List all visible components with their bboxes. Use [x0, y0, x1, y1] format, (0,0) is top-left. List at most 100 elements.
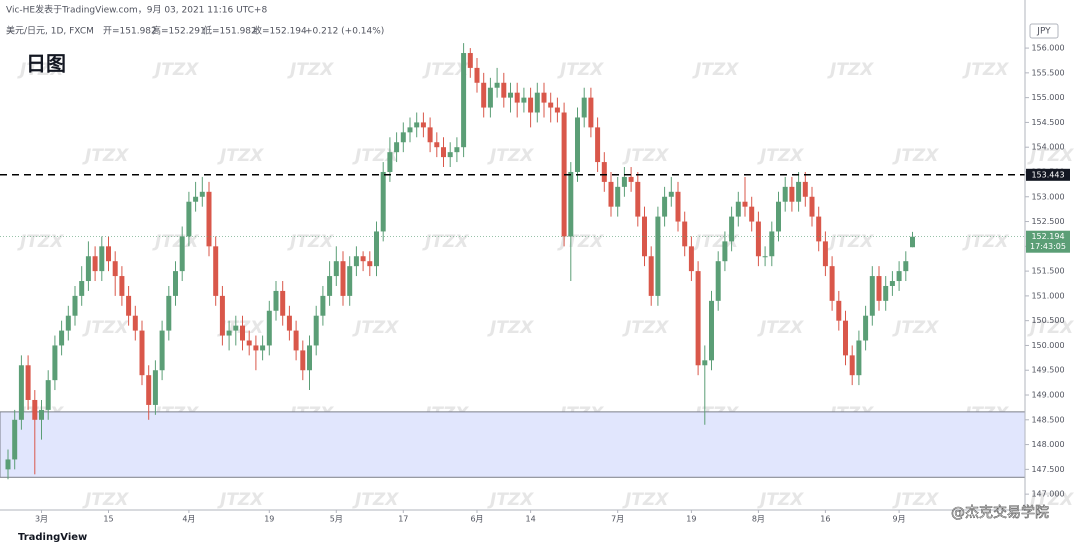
- candle-body: [876, 276, 882, 301]
- candle-body: [360, 256, 366, 262]
- watermark: JTZX: [827, 232, 874, 252]
- candle-body: [608, 181, 614, 207]
- watermark: JTZX: [487, 490, 534, 510]
- candle-body: [883, 285, 889, 301]
- watermark: JTZX: [692, 60, 739, 80]
- legend-value: 开=151.982: [103, 26, 157, 37]
- candle-body: [193, 196, 199, 202]
- candle-body: [755, 221, 761, 257]
- candle-body: [266, 310, 272, 346]
- candle-body: [85, 256, 91, 282]
- candle-body: [387, 152, 393, 172]
- candle-body: [454, 147, 460, 153]
- candle-body: [340, 261, 346, 296]
- candle-body: [782, 186, 788, 202]
- candle-body: [575, 117, 580, 172]
- candle-body: [769, 231, 775, 257]
- candle-body: [173, 271, 178, 296]
- candle-body: [367, 261, 373, 267]
- y-tick-label: 148.000: [1031, 440, 1064, 449]
- watermark: JTZX: [82, 146, 129, 166]
- watermark: JTZX: [757, 146, 804, 166]
- legend-value: 低=151.982: [203, 25, 257, 37]
- candle-body: [581, 97, 587, 118]
- watermark: JTZX: [287, 232, 334, 252]
- candle-body: [380, 171, 386, 232]
- candle-body: [12, 419, 18, 460]
- watermark: JTZX: [692, 232, 739, 252]
- candle-body: [447, 152, 453, 158]
- y-tick-label: 156.000: [1031, 44, 1064, 53]
- candle-body: [869, 276, 875, 316]
- candle-body: [72, 295, 78, 316]
- candle-body: [400, 132, 406, 143]
- y-tick-label: 151.500: [1031, 267, 1064, 276]
- candle-body: [132, 315, 138, 331]
- y-tick-label: 155.000: [1031, 93, 1064, 102]
- candle-body: [601, 162, 607, 182]
- watermark: JTZX: [757, 318, 804, 338]
- header: Vic-HE发表于TradingView.com，9月 03, 2021 11:…: [6, 4, 267, 16]
- candle-body: [146, 375, 152, 405]
- candle-body: [863, 315, 869, 341]
- candle-body: [528, 97, 534, 113]
- watermark: JTZX: [892, 490, 939, 510]
- candle-body: [682, 221, 688, 247]
- candle-body: [487, 87, 493, 108]
- y-tick-label: 153.000: [1031, 192, 1064, 201]
- chart-title: 日图: [26, 52, 66, 76]
- x-tick-label: 19: [264, 515, 274, 524]
- watermark: JTZX: [82, 318, 129, 338]
- candle-body: [709, 300, 714, 361]
- candle-body: [213, 246, 219, 296]
- candle-body: [836, 300, 842, 321]
- candle-body: [642, 216, 647, 257]
- candle-body: [541, 92, 547, 103]
- candle-body: [353, 256, 359, 267]
- logo: TradingView: [18, 532, 87, 543]
- candle-body: [474, 67, 480, 83]
- candle-body: [126, 295, 132, 316]
- watermark: JTZX: [152, 60, 199, 80]
- candle-body: [809, 196, 815, 217]
- x-tick-label: 9月: [893, 515, 906, 524]
- watermark: JTZX: [352, 318, 399, 338]
- candle-body: [843, 320, 848, 356]
- candle-body: [534, 92, 540, 113]
- candle-body: [246, 340, 252, 346]
- candle-body: [595, 127, 601, 163]
- watermark: JTZX: [557, 232, 604, 252]
- candle-body: [802, 181, 808, 197]
- watermark: JTZX: [962, 232, 1009, 252]
- candle-body: [52, 345, 58, 381]
- candle-body: [722, 241, 728, 262]
- candle-body: [420, 122, 426, 128]
- candle-body: [79, 281, 85, 296]
- candle-body: [186, 201, 192, 237]
- candle-body: [494, 82, 500, 88]
- candle-body: [45, 380, 51, 410]
- watermark: JTZX: [622, 490, 669, 510]
- watermark: JTZX: [422, 232, 469, 252]
- candle-body: [106, 246, 111, 262]
- candle-body: [635, 181, 641, 217]
- legend-value: 收=152.194: [253, 25, 307, 37]
- candle-body: [166, 295, 172, 331]
- candle-body: [407, 127, 413, 133]
- watermark: JTZX: [487, 318, 534, 338]
- x-tick-label: 8月: [752, 515, 765, 524]
- watermark: JTZX: [557, 60, 604, 80]
- watermark: JTZX: [622, 146, 669, 166]
- candle-body: [280, 290, 286, 316]
- candle-body: [253, 345, 259, 351]
- candle-body: [300, 350, 306, 371]
- candle-body: [414, 122, 420, 128]
- candle-body: [628, 176, 634, 182]
- h-line-label: 153.443: [1031, 170, 1064, 179]
- candle-body: [260, 345, 266, 351]
- last-price-bg: [1026, 230, 1070, 253]
- candle-body: [822, 241, 828, 267]
- candle-body: [327, 276, 333, 296]
- x-tick-label: 6月: [470, 515, 483, 524]
- watermark: JTZX: [422, 60, 469, 80]
